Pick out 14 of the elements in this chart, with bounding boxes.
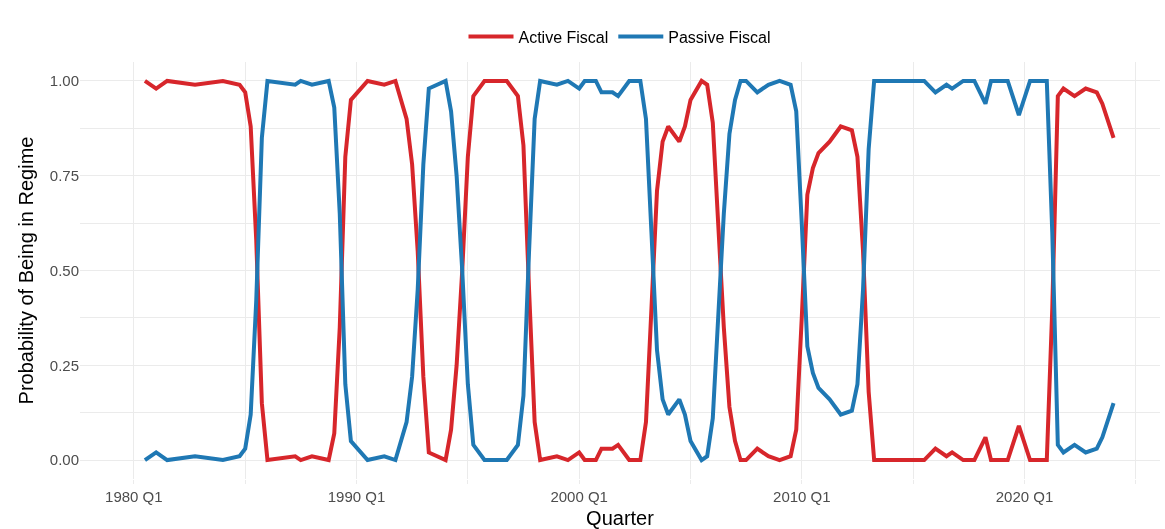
- x-tick-label: 2000 Q1: [550, 488, 608, 505]
- y-tick-label: 0.75: [49, 166, 79, 184]
- x-tick-label: 2010 Q1: [773, 488, 831, 505]
- x-tick-label: 1980 Q1: [105, 488, 163, 505]
- legend-label: Passive Fiscal: [668, 28, 771, 46]
- x-tick-label: 2020 Q1: [995, 488, 1054, 505]
- x-tick-label: 1990 Q1: [327, 488, 386, 505]
- y-tick-label: 0.00: [49, 451, 79, 469]
- y-tick-label: 0.25: [49, 356, 79, 374]
- y-tick-label: 1.00: [49, 72, 79, 90]
- y-axis-title: Probability of Being in Regime: [15, 136, 38, 405]
- x-axis-title: Quarter: [586, 506, 655, 529]
- legend-label: Active Fiscal: [518, 28, 609, 46]
- y-tick-label: 0.50: [49, 261, 79, 279]
